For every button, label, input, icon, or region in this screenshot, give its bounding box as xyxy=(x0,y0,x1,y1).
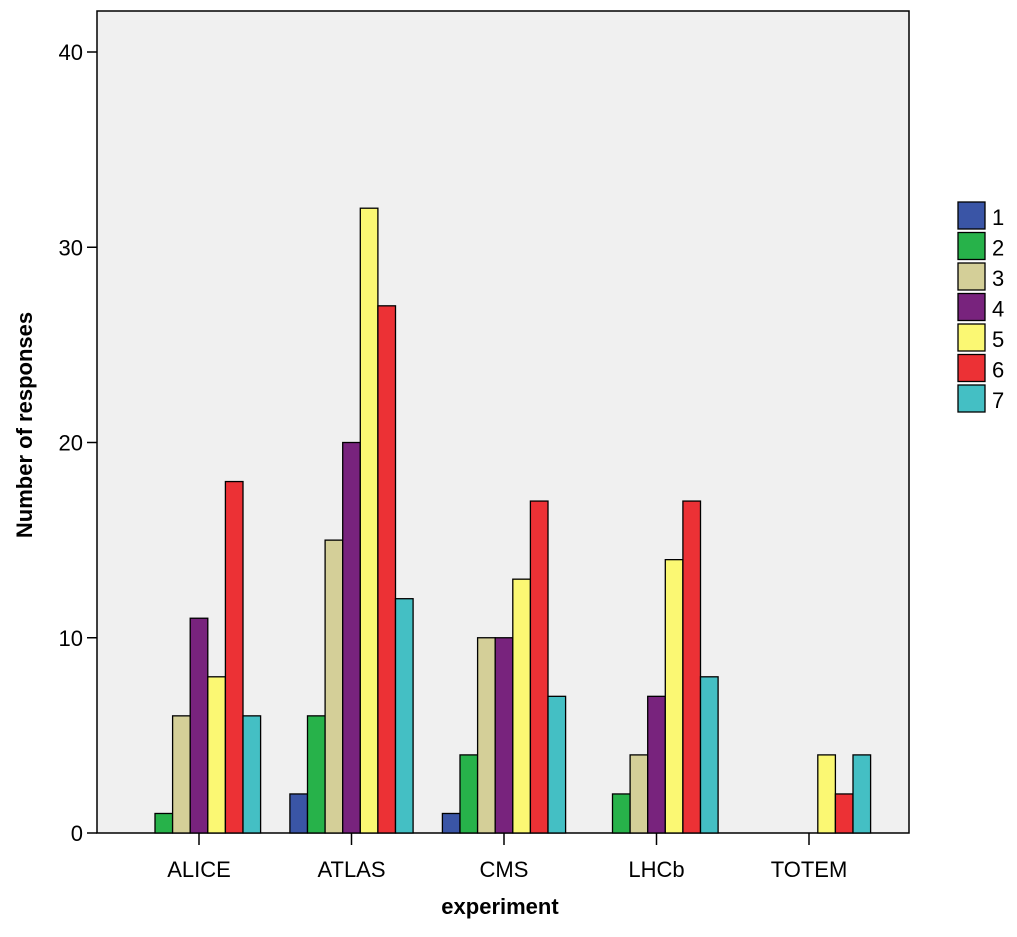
bar xyxy=(394,598,414,834)
legend-label: 1 xyxy=(992,205,1004,230)
legend-label: 6 xyxy=(992,358,1004,383)
bar xyxy=(342,441,361,834)
bar xyxy=(852,754,872,834)
bar xyxy=(289,793,309,834)
y-tick-label: 20 xyxy=(59,431,83,456)
bar xyxy=(494,637,514,834)
bar xyxy=(324,539,344,834)
bar xyxy=(699,676,719,834)
x-axis-title: experiment xyxy=(441,894,559,919)
bar xyxy=(242,715,262,834)
y-tick-label: 30 xyxy=(59,235,83,260)
x-axis: ALICE ATLAS CMS LHCb TOTEM xyxy=(167,833,847,882)
bar xyxy=(377,305,397,834)
bar xyxy=(154,812,174,834)
legend-label: 4 xyxy=(992,297,1004,322)
bar xyxy=(682,500,702,834)
bar xyxy=(817,754,837,834)
bar xyxy=(359,207,379,834)
bar xyxy=(834,793,854,834)
bar xyxy=(306,715,326,834)
bar xyxy=(529,500,549,834)
legend-label: 5 xyxy=(992,327,1004,352)
x-tick-label: ALICE xyxy=(167,857,231,882)
x-tick-label: TOTEM xyxy=(771,857,848,882)
bar xyxy=(441,812,461,834)
bar xyxy=(512,578,532,834)
x-tick-label: CMS xyxy=(480,857,529,882)
bar xyxy=(207,676,227,834)
legend-swatch xyxy=(957,201,986,230)
bar xyxy=(611,793,631,834)
bar xyxy=(647,695,666,834)
bar xyxy=(476,637,496,834)
x-tick-label: LHCb xyxy=(628,857,684,882)
legend-swatch xyxy=(957,353,986,383)
y-tick-label: 40 xyxy=(59,40,83,65)
legend-swatch xyxy=(957,384,986,413)
x-tick-label: ATLAS xyxy=(317,857,385,882)
bar xyxy=(629,754,649,834)
legend-swatch xyxy=(957,262,986,291)
legend-label: 3 xyxy=(992,266,1004,291)
y-tick-label: 10 xyxy=(59,626,83,651)
bar xyxy=(547,695,567,834)
y-axis-title: Number of responses xyxy=(12,312,37,538)
bars xyxy=(154,207,872,834)
y-axis: 0 10 20 30 40 xyxy=(59,40,97,846)
bar xyxy=(224,480,244,834)
legend: 1 2 3 4 5 6 7 xyxy=(957,201,1004,413)
y-tick-label: 0 xyxy=(71,821,83,846)
bar xyxy=(189,617,209,834)
bar xyxy=(171,715,191,834)
legend-swatch xyxy=(957,231,986,261)
bar xyxy=(459,754,479,834)
legend-swatch xyxy=(957,292,986,322)
legend-label: 7 xyxy=(992,388,1004,413)
legend-swatch xyxy=(957,323,986,352)
bar xyxy=(664,559,684,834)
legend-label: 2 xyxy=(992,236,1004,261)
